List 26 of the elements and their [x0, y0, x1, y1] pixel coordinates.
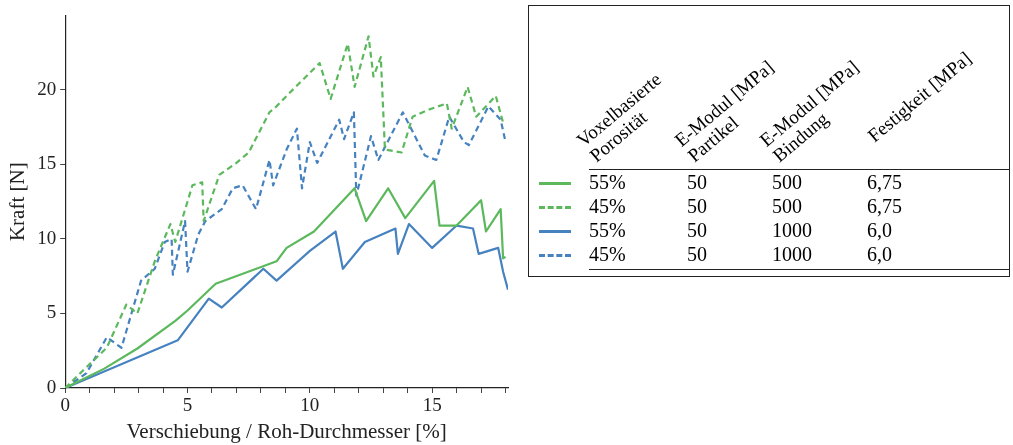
- text: 50: [687, 219, 707, 241]
- x-axis-title: Verschiebung / Roh-Durchmesser [%]: [126, 418, 447, 443]
- x-tick-label: 5: [182, 394, 193, 416]
- legend-label: 55%: [589, 219, 626, 241]
- x-tick-label: 15: [422, 394, 442, 416]
- text: 1000: [772, 219, 812, 241]
- y-axis-title: Kraft [N]: [5, 162, 30, 242]
- text: 50: [687, 171, 707, 193]
- y-tick-label: 0: [46, 375, 57, 397]
- legend-label: 45%: [589, 243, 626, 265]
- y-tick-label: 5: [46, 301, 57, 323]
- text: 1000: [772, 243, 812, 265]
- text: 500: [772, 171, 802, 193]
- x-tick-label: 10: [300, 394, 320, 416]
- text: 6,75: [867, 195, 902, 217]
- y-tick-label: 15: [37, 152, 57, 174]
- y-tick-label: 10: [37, 226, 57, 248]
- text: 6,0: [867, 243, 892, 265]
- text: 6,0: [867, 219, 892, 241]
- legend-label: 45%: [589, 195, 626, 217]
- text: 500: [772, 195, 802, 217]
- text: 50: [687, 243, 707, 265]
- text: 6,75: [867, 171, 902, 193]
- text: 50: [687, 195, 707, 217]
- y-tick-label: 20: [37, 77, 57, 99]
- legend-label: 55%: [589, 171, 626, 193]
